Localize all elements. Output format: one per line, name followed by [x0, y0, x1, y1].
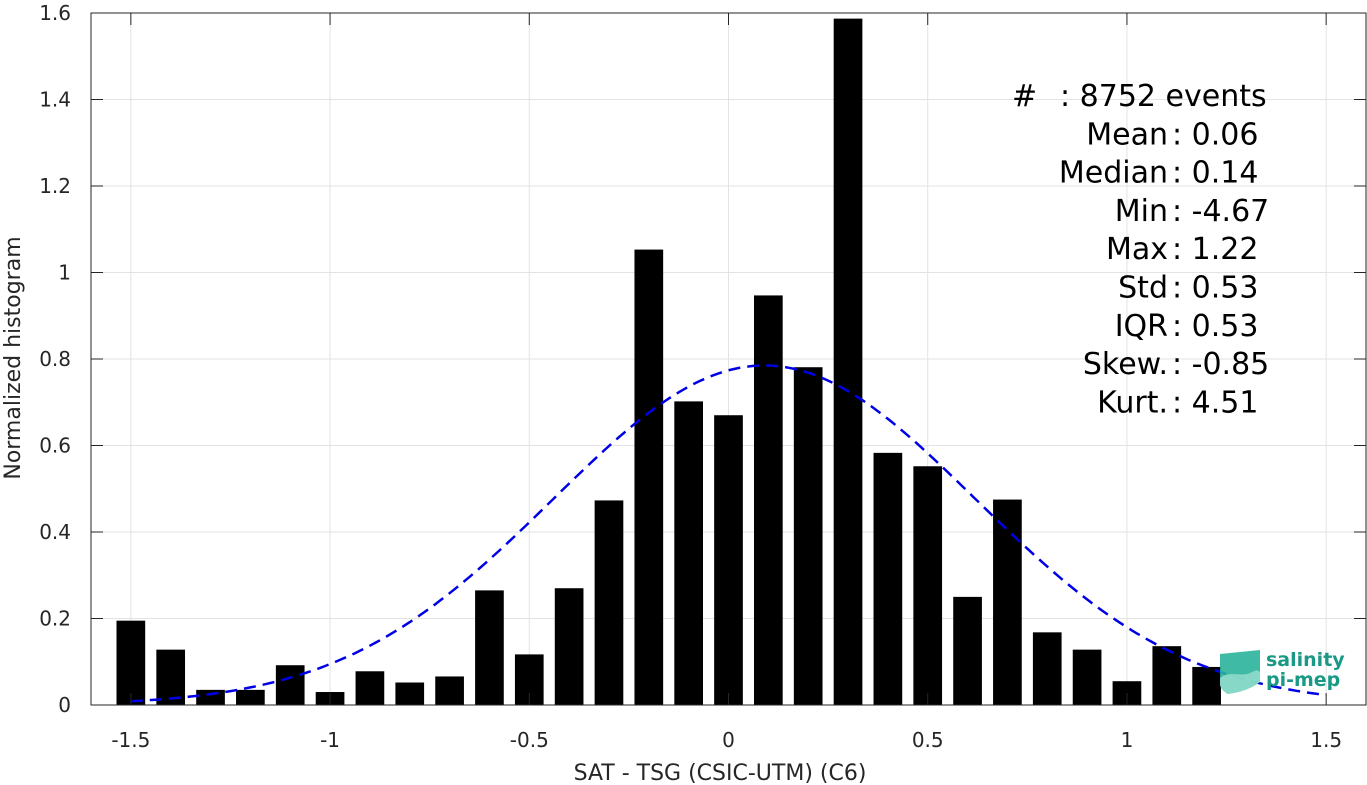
logo-text-salinity: salinity	[1266, 649, 1345, 671]
y-axis-tick-labels: 0 0.2 0.4 0.6 0.8 1 1.2 1.4 1.6	[39, 1, 71, 717]
x-axis-tick-labels: -1.5 -1 -0.5 0 0.5 1 1.5	[111, 728, 1342, 752]
histogram-bar	[1032, 632, 1062, 705]
y-tick-label: 0.2	[39, 607, 71, 631]
histogram-bar	[594, 500, 624, 705]
stat-value: : 0.53	[1172, 271, 1258, 306]
stat-label: Skew.	[1083, 347, 1168, 382]
y-tick-label: 0.6	[39, 434, 71, 458]
stat-value: : 0.06	[1172, 117, 1258, 152]
stat-value: : 8752 events	[1060, 79, 1267, 114]
grid	[91, 12, 1366, 706]
y-tick-label: 0.8	[39, 347, 71, 371]
histogram-bar	[236, 689, 265, 705]
y-tick-label: 1	[58, 261, 71, 285]
histogram-bar	[833, 18, 863, 706]
histogram-bar	[475, 590, 504, 705]
histogram-bar	[395, 682, 425, 705]
axes	[90, 12, 1367, 706]
logo-wave-icon-detail	[1220, 670, 1260, 694]
stat-value: : 0.14	[1172, 156, 1258, 191]
histogram-bar	[953, 596, 982, 705]
x-tick-label: -1	[320, 728, 340, 752]
histogram-bar	[634, 249, 664, 705]
histogram-bar	[1072, 649, 1102, 705]
stat-label: Std	[1118, 271, 1168, 306]
stat-value: : 4.51	[1172, 385, 1258, 420]
y-tick-label: 0	[58, 693, 71, 717]
stat-value: : -0.85	[1172, 347, 1269, 382]
histogram-bar	[754, 295, 783, 705]
histogram-bar	[554, 588, 584, 705]
histogram-bar	[116, 620, 146, 705]
histogram-bar	[993, 499, 1022, 705]
x-tick-label: 1	[1121, 728, 1134, 752]
stat-label: IQR	[1115, 309, 1168, 344]
histogram-bar	[355, 671, 385, 705]
stat-label: Mean	[1086, 117, 1168, 152]
stat-label: #	[1012, 79, 1037, 114]
histogram-bar	[913, 466, 943, 705]
y-tick-label: 1.2	[39, 174, 71, 198]
histogram-bar	[1152, 646, 1182, 705]
stat-label: Min	[1115, 194, 1168, 229]
histogram-bars	[116, 18, 1221, 706]
stat-value: : 1.22	[1172, 232, 1258, 267]
histogram-bar	[435, 676, 464, 705]
stat-label: Max	[1106, 232, 1168, 267]
salinity-pi-mep-logo: salinity pi-mep	[1220, 649, 1345, 694]
histogram-bar	[1192, 666, 1221, 705]
x-tick-label: 0.5	[912, 728, 944, 752]
x-axis-title: SAT - TSG (CSIC-UTM) (C6)	[574, 761, 867, 785]
logo-text-pimep: pi-mep	[1266, 669, 1340, 691]
y-tick-label: 1.6	[39, 1, 71, 25]
histogram-bar	[714, 415, 743, 705]
histogram-bar	[674, 401, 703, 705]
stat-value: : 0.53	[1172, 309, 1258, 344]
stat-label: Median	[1059, 156, 1168, 191]
histogram-bar	[156, 649, 186, 705]
histogram-bar	[873, 452, 903, 705]
x-tick-label: 0	[722, 728, 735, 752]
histogram-bar	[196, 689, 225, 705]
histogram-bar	[275, 665, 305, 705]
y-axis-title: Normalized histogram	[1, 236, 26, 479]
x-tick-label: -0.5	[510, 728, 549, 752]
y-tick-label: 1.4	[39, 88, 71, 112]
y-tick-label: 0.4	[39, 520, 71, 544]
x-tick-label: -1.5	[111, 728, 150, 752]
histogram-bar	[793, 367, 823, 705]
x-tick-label: 1.5	[1310, 728, 1342, 752]
stat-value: : -4.67	[1172, 194, 1269, 229]
stat-label: Kurt.	[1097, 385, 1168, 420]
